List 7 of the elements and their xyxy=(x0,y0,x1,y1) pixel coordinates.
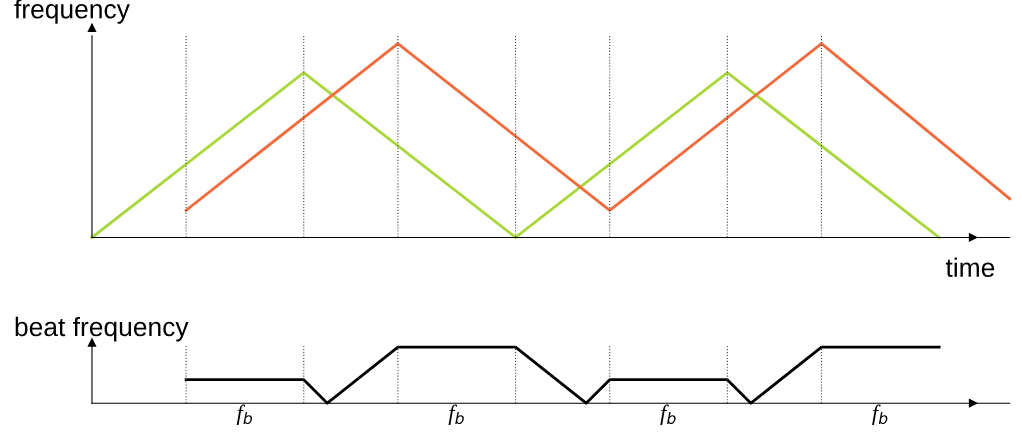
text: f$_{b}$ xyxy=(236,404,253,425)
text: f$_{b}$ xyxy=(660,404,676,425)
text: f$_{b}$ xyxy=(448,404,464,425)
x-axis-title: time xyxy=(945,257,995,277)
y-axis-title: frequency xyxy=(14,0,130,24)
y-axis-title: beat frequency xyxy=(15,316,189,342)
text: f$_{b}$ xyxy=(872,404,888,425)
